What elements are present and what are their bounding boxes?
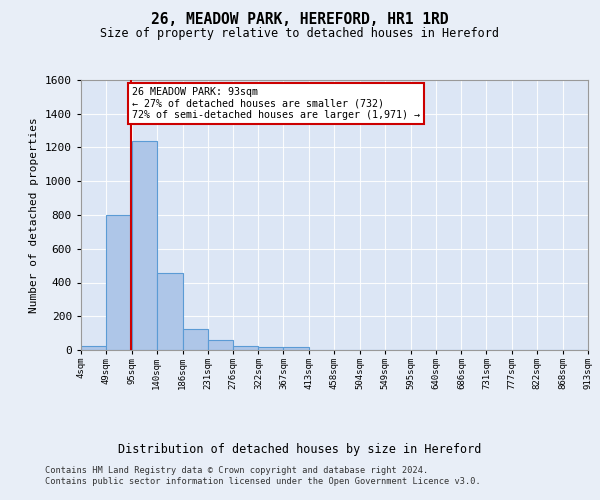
Text: Distribution of detached houses by size in Hereford: Distribution of detached houses by size … [118,442,482,456]
Text: Size of property relative to detached houses in Hereford: Size of property relative to detached ho… [101,28,499,40]
Bar [81,346,106,350]
Bar [259,347,283,350]
Text: 26, MEADOW PARK, HEREFORD, HR1 1RD: 26, MEADOW PARK, HEREFORD, HR1 1RD [151,12,449,28]
Text: Contains HM Land Registry data © Crown copyright and database right 2024.: Contains HM Land Registry data © Crown c… [45,466,428,475]
Bar [157,273,182,350]
Text: Contains public sector information licensed under the Open Government Licence v3: Contains public sector information licen… [45,478,481,486]
Bar [106,215,132,350]
Bar [283,348,309,350]
Bar [233,346,259,350]
Bar [208,340,233,350]
Y-axis label: Number of detached properties: Number of detached properties [29,117,40,313]
Text: 26 MEADOW PARK: 93sqm
← 27% of detached houses are smaller (732)
72% of semi-det: 26 MEADOW PARK: 93sqm ← 27% of detached … [133,86,421,120]
Bar [182,329,208,350]
Bar [132,140,157,350]
